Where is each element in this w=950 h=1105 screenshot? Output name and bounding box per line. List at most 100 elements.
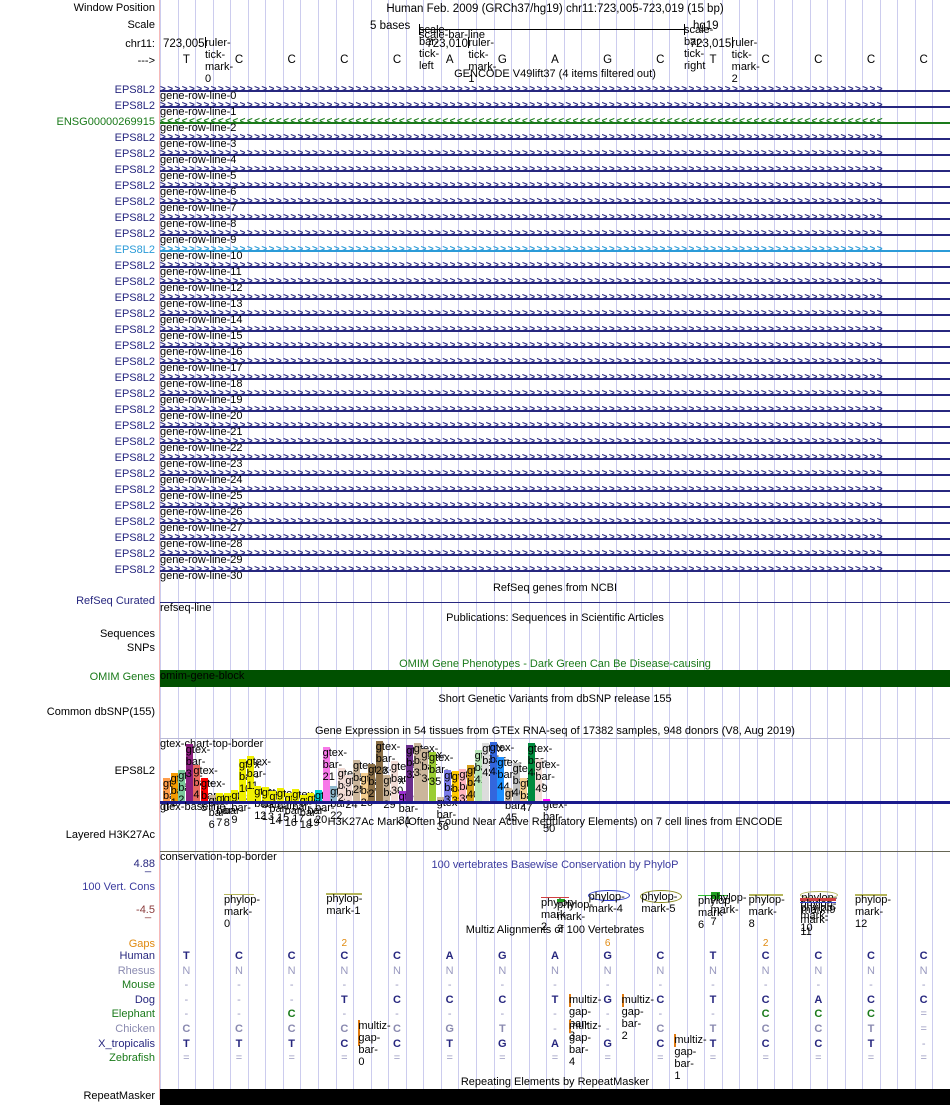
multiz-base-4-11: C: [761, 1008, 770, 1021]
multiz-gaps-label: Gaps: [128, 938, 155, 950]
gene-row-label-30[interactable]: EPS8L2: [114, 564, 155, 576]
multiz-species-label-4[interactable]: Elephant: [111, 1008, 155, 1021]
gene-row-label-0[interactable]: EPS8L2: [114, 84, 155, 96]
gene-row-label-1[interactable]: EPS8L2: [114, 100, 155, 112]
true: >>>>>>>>>>>>>>>>>>>>>>>>>>>>>>>>>>>>>>>>…: [160, 356, 884, 367]
multiz-species-label-7[interactable]: Zebrafish: [109, 1052, 155, 1065]
conservation-label[interactable]: 100 Vert. Cons: [82, 881, 155, 893]
multiz-base-2-0: -: [184, 979, 189, 992]
multiz-species-label-0[interactable]: Human: [119, 950, 155, 962]
true: >>>>>>>>>>>>>>>>>>>>>>>>>>>>>>>>>>>>>>>>…: [160, 452, 884, 463]
multiz-base-3-5: C: [445, 993, 454, 1006]
ruler-tick-1: 723,010: [426, 38, 468, 50]
multiz-base-6-8: G: [603, 1037, 612, 1050]
gene-row-label-24[interactable]: EPS8L2: [114, 468, 155, 480]
gene-row-label-14[interactable]: EPS8L2: [114, 308, 155, 320]
true: gtex-bar-41: [474, 750, 499, 801]
multiz-base-4-10: -: [711, 1008, 715, 1021]
conservation-track-title: 100 vertebrates Basewise Conservation by…: [431, 859, 679, 871]
true: >>>>>>>>>>>>>>>>>>>>>>>>>>>>>>>>>>>>>>>>…: [160, 532, 884, 543]
publications-snps-label[interactable]: SNPs: [126, 642, 155, 654]
repeatmasker-label[interactable]: RepeatMasker: [83, 1090, 155, 1102]
gtex-label[interactable]: EPS8L2: [114, 765, 155, 777]
gene-row-label-11[interactable]: EPS8L2: [114, 260, 155, 272]
gene-row-label-19[interactable]: EPS8L2: [114, 388, 155, 400]
multiz-base-1-6: N: [498, 964, 507, 977]
true: omim-gene-block: [160, 670, 950, 687]
gene-row-label-2[interactable]: ENSG00000269915: [56, 116, 155, 128]
gene-row-label-4[interactable]: EPS8L2: [114, 148, 155, 160]
repeatmasker-track-title: Repeating Elements by RepeatMasker: [460, 1076, 650, 1088]
gene-row-label-22[interactable]: EPS8L2: [114, 436, 155, 448]
multiz-base-1-14: N: [919, 964, 928, 977]
multiz-base-6-14: -: [921, 1037, 926, 1050]
multiz-base-6-1: T: [235, 1037, 243, 1050]
true: >>>>>>>>>>>>>>>>>>>>>>>>>>>>>>>>>>>>>>>>…: [160, 388, 884, 399]
gene-row-label-13[interactable]: EPS8L2: [114, 292, 155, 304]
multiz-species-label-6[interactable]: X_tropicalis: [98, 1037, 155, 1050]
gene-row-label-26[interactable]: EPS8L2: [114, 500, 155, 512]
publications-sequences-label[interactable]: Sequences: [99, 628, 155, 640]
multiz-base-0-11: C: [761, 950, 770, 962]
gene-row-label-12[interactable]: EPS8L2: [114, 276, 155, 288]
multiz-base-7-12: =: [815, 1052, 822, 1065]
gene-row-label-16[interactable]: EPS8L2: [114, 340, 155, 352]
multiz-base-0-8: G: [603, 950, 612, 962]
gene-row-label-23[interactable]: EPS8L2: [114, 452, 155, 464]
true: >>>>>>>>>>>>>>>>>>>>>>>>>>>>>>>>>>>>>>>>…: [160, 100, 884, 111]
gene-row-label-5[interactable]: EPS8L2: [114, 164, 155, 176]
true: gtex-bar-19: [307, 793, 332, 829]
true: gtex-bar-39: [459, 769, 484, 805]
gene-row-label-9[interactable]: EPS8L2: [114, 228, 155, 240]
true: gtex-bar-21: [322, 747, 347, 801]
scale-value: 5 bases: [370, 20, 411, 32]
h3k27ac-label[interactable]: Layered H3K27Ac: [65, 829, 155, 841]
multiz-base-6-12: C: [814, 1037, 823, 1050]
multiz-species-label-2[interactable]: Mouse: [121, 979, 155, 992]
assembly-short-label: hg19: [693, 20, 719, 32]
multiz-base-1-7: N: [551, 964, 559, 977]
ruler-base-10: T: [709, 54, 717, 66]
multiz-base-0-13: C: [867, 950, 875, 962]
gene-row-label-29[interactable]: EPS8L2: [114, 548, 155, 560]
multiz-base-4-9: -: [658, 1008, 663, 1021]
true: gtex-bar-16: [284, 793, 309, 829]
gene-row-label-7[interactable]: EPS8L2: [114, 196, 155, 208]
publications-track-title: Publications: Sequences in Scientific Ar…: [446, 612, 664, 624]
gencode-track-title: GENCODE V49lift37 (4 items filtered out): [454, 68, 656, 80]
gene-row-label-21[interactable]: EPS8L2: [114, 420, 155, 432]
multiz-species-label-3[interactable]: Dog: [134, 993, 155, 1006]
gene-row-label-25[interactable]: EPS8L2: [114, 484, 155, 496]
true: >>>>>>>>>>>>>>>>>>>>>>>>>>>>>>>>>>>>>>>>…: [160, 372, 884, 383]
multiz-base-0-4: C: [393, 950, 401, 962]
multiz-species-label-1[interactable]: Rhesus: [117, 964, 155, 977]
true: >>>>>>>>>>>>>>>>>>>>>>>>>>>>>>>>>>>>>>>>…: [160, 84, 884, 95]
gene-row-label-28[interactable]: EPS8L2: [114, 532, 155, 544]
true: gtex-bar-48: [527, 743, 552, 801]
multiz-track-title: Multiz Alignments of 100 Vertebrates: [465, 924, 645, 936]
multiz-species-label-5[interactable]: Chicken: [115, 1023, 155, 1035]
true: gtex-bar-37: [444, 770, 469, 806]
gene-row-label-17[interactable]: EPS8L2: [114, 356, 155, 368]
multiz-base-2-7: -: [553, 979, 557, 992]
true: repeatmasker-block: [160, 1089, 950, 1105]
gene-row-label-20[interactable]: EPS8L2: [114, 404, 155, 416]
true: gtex-bar-27: [368, 764, 393, 801]
gene-row-label-27[interactable]: EPS8L2: [114, 516, 155, 528]
refseq-label[interactable]: RefSeq Curated: [76, 595, 155, 607]
omim-label[interactable]: OMIM Genes: [89, 671, 155, 683]
gene-row-label-15[interactable]: EPS8L2: [114, 324, 155, 336]
ruler-base-6: G: [497, 54, 507, 66]
true: gtex-bar-33: [413, 743, 438, 801]
gene-row-label-8[interactable]: EPS8L2: [114, 212, 155, 224]
true: gtex-bar-46: [512, 763, 538, 801]
multiz-base-5-2: C: [287, 1023, 296, 1035]
ruler-base-14: C: [919, 54, 928, 66]
gene-row-label-18[interactable]: EPS8L2: [114, 372, 155, 384]
gene-row-label-6[interactable]: EPS8L2: [114, 180, 155, 192]
gene-row-label-10[interactable]: EPS8L2: [114, 244, 155, 256]
gene-row-label-3[interactable]: EPS8L2: [114, 132, 155, 144]
multiz-base-7-1: =: [235, 1052, 243, 1065]
dbsnp-label[interactable]: Common dbSNP(155): [46, 706, 155, 718]
